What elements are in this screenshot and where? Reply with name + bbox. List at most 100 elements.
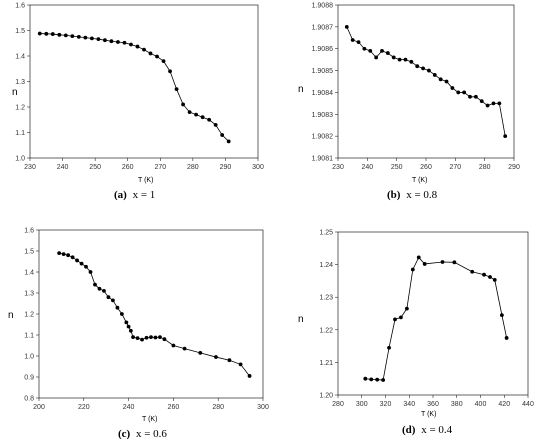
panel-d-xtick-label: 400 (475, 401, 487, 408)
panel-b-data-point (485, 103, 490, 108)
panel-a-ylabel: n (12, 87, 18, 98)
panel-b-xlabel: T (K) (412, 177, 427, 184)
panel-a-data-point (135, 44, 140, 49)
panel-a-data-point (37, 31, 42, 36)
panel-b-ytick-label: 1.9085 (312, 68, 334, 75)
panel-d-caption-text: x = 0.4 (421, 424, 452, 436)
panel-a-data-point (168, 69, 172, 74)
panel-a-data-point (44, 31, 49, 36)
panel-b-data-point (479, 99, 484, 104)
panel-d-xtick-label: 320 (380, 401, 392, 408)
panel-c-data-point (124, 320, 129, 325)
panel-a-xtick-label: 290 (220, 164, 232, 171)
panel-d-xtick-label: 360 (427, 401, 439, 408)
panel-a-data-point (57, 32, 62, 37)
panel-d-data-point (375, 377, 380, 382)
panel-c-ytick-label: 1.3 (24, 291, 34, 298)
panel-a-xtick-label: 230 (24, 164, 36, 171)
panel-a-data-point (129, 42, 133, 47)
panel-c-xlabel: T (K) (142, 416, 157, 423)
panel-a-data-point (89, 36, 94, 41)
panel-b-data-point (415, 64, 420, 69)
panel-a-ytick-label: 1.3 (15, 79, 25, 86)
panel-a-caption-text: x = 1 (133, 189, 156, 201)
panel-c-data-point (149, 335, 153, 339)
panel-a-caption-label: (a) (114, 189, 127, 201)
panel-c-data-point (140, 337, 144, 342)
panel-d-data-point (504, 336, 509, 340)
panel-a-ytick-label: 1.1 (15, 130, 25, 137)
panel-c-caption-text: x = 0.6 (136, 428, 167, 440)
panel-c-data-point (238, 362, 243, 367)
panel-a-data-point (50, 32, 55, 36)
panel-a-xtick-label: 300 (252, 164, 264, 171)
panel-b-ytick-label: 1.9086 (312, 46, 334, 53)
panel-b-xtick-label: 280 (479, 164, 491, 171)
panel-b-xtick-label: 260 (420, 164, 432, 171)
panel-d-frame (337, 231, 529, 396)
panel-b-data-point (503, 134, 508, 139)
panel-b-data-point (409, 59, 414, 64)
panel-c-ytick-label: 0.8 (24, 396, 34, 403)
panel-b-data-point (456, 90, 461, 95)
panel-d-data-point (399, 315, 403, 320)
panel-a-data-point (83, 35, 88, 40)
panel-c-ytick-label: 1.2 (24, 312, 34, 319)
panel-d-data-point (410, 267, 415, 272)
panel-c-data-point (131, 335, 135, 339)
panel-a-data-point (174, 87, 179, 92)
panel-c-data-point (111, 298, 115, 303)
panel-b-ytick-label: 1.9087 (312, 24, 334, 31)
panel-b-data-point (356, 40, 361, 45)
panel-c-data-point (70, 255, 75, 260)
panel-d-xtick-label: 340 (403, 401, 415, 408)
panel-c-xtick-label: 240 (123, 404, 135, 411)
panel-c: n T (K) (c) x = 0.6 200 220 240 260 280 300 0.… (8, 228, 269, 441)
panel-c-data-point (144, 335, 149, 340)
panel-c-ytick-label: 1.5 (24, 249, 34, 256)
panel-d-xtick-label: 280 (332, 401, 344, 408)
panel-b-ylabel: n (298, 84, 304, 95)
panel-b-data-point (350, 38, 355, 42)
panel-b-data-point (380, 49, 384, 53)
panel-b-ytick-label: 1.9084 (312, 90, 334, 97)
panel-d-data-point (404, 306, 409, 311)
panel-b-data-point (397, 57, 402, 62)
panel-a-ytick-label: 1.4 (15, 54, 25, 61)
panel-b-data-point (438, 77, 443, 82)
panel-b-xtick-label: 270 (449, 164, 461, 171)
panel-c-ytick-label: 1.6 (24, 228, 34, 235)
panel-c-ytick-label: 1.0 (24, 354, 34, 361)
panel-c-data-point (119, 312, 124, 316)
panel-b-data-point (497, 101, 502, 106)
panel-d-data-point (452, 260, 457, 265)
panel-c-ytick-label: 1.1 (24, 333, 34, 340)
panel-c-data-point (75, 258, 79, 263)
panel-c-data-point (158, 335, 162, 339)
panel-c-data-point (79, 261, 84, 266)
panel-b: n T (K) (b) x = 0.8 230 240 250 260 270 280 29… (298, 3, 520, 202)
panel-a-caption: (a) x = 1 (114, 189, 155, 201)
panel-a-data-point (207, 117, 212, 122)
panel-c-data-point (66, 253, 71, 258)
panel-b-caption-text: x = 0.8 (406, 189, 437, 201)
panel-b-data-point (450, 86, 455, 90)
panel-c-caption: (c) x = 0.6 (118, 428, 167, 440)
panel-b-data-point (491, 101, 496, 106)
panel-a-data-point (155, 54, 159, 59)
panel-c-data-point (162, 337, 167, 342)
panel-a-data-point (142, 47, 146, 52)
panel-a: n T (K) (a) x = 1 230 240 250 260 270 280 290 3… (12, 3, 264, 202)
panel-c-data-point (102, 289, 106, 293)
panel-c-data-point (198, 350, 203, 355)
panel-b-data-point (403, 57, 408, 62)
panel-d-xtick-label: 380 (451, 401, 463, 408)
panel-d-data-point (440, 260, 445, 264)
panel-b-caption: (b) x = 0.8 (387, 189, 438, 201)
panel-b-frame (337, 4, 515, 159)
panel-a-data-point (103, 38, 107, 43)
panel-d-ytick-label: 1.21 (319, 360, 333, 367)
panel-d-xtick-label: 300 (356, 401, 368, 408)
panel-a-data-point (213, 122, 218, 127)
